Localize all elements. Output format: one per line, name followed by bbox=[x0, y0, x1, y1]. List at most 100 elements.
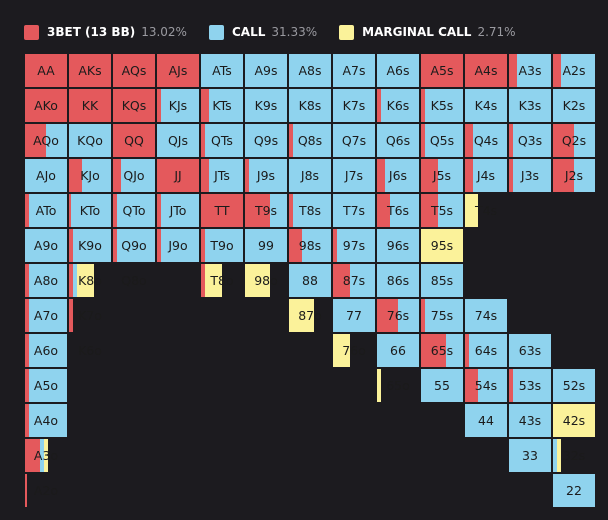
hand-cell[interactable]: 75s bbox=[420, 298, 464, 333]
hand-cell[interactable]: AKo bbox=[24, 88, 68, 123]
hand-cell[interactable]: T8s bbox=[288, 193, 332, 228]
hand-cell[interactable]: 55 bbox=[420, 368, 464, 403]
hand-cell[interactable]: AA bbox=[24, 53, 68, 88]
hand-cell[interactable]: Q5s bbox=[420, 123, 464, 158]
hand-cell[interactable]: J2s bbox=[552, 158, 596, 193]
hand-cell[interactable]: QTo bbox=[112, 193, 156, 228]
hand-cell[interactable]: A2s bbox=[552, 53, 596, 88]
hand-cell[interactable]: 96s bbox=[376, 228, 420, 263]
hand-cell[interactable]: JTo bbox=[156, 193, 200, 228]
hand-cell[interactable]: 86s bbox=[376, 263, 420, 298]
hand-cell[interactable]: Q8s bbox=[288, 123, 332, 158]
hand-cell[interactable]: KJo bbox=[68, 158, 112, 193]
hand-cell[interactable]: KTs bbox=[200, 88, 244, 123]
hand-cell[interactable]: KJs bbox=[156, 88, 200, 123]
hand-cell[interactable]: J9s bbox=[244, 158, 288, 193]
hand-cell[interactable]: T7s bbox=[332, 193, 376, 228]
hand-cell[interactable]: Q9o bbox=[112, 228, 156, 263]
hand-cell[interactable]: 32s bbox=[552, 438, 596, 473]
hand-cell[interactable]: KTo bbox=[68, 193, 112, 228]
hand-cell[interactable]: Q4s bbox=[464, 123, 508, 158]
hand-cell[interactable]: 65s bbox=[420, 333, 464, 368]
legend-item-marginal-call[interactable]: MARGINAL CALL 2.71% bbox=[339, 24, 516, 40]
hand-cell[interactable]: J6s bbox=[376, 158, 420, 193]
hand-cell[interactable]: 87s bbox=[332, 263, 376, 298]
hand-cell[interactable]: K5s bbox=[420, 88, 464, 123]
hand-cell[interactable]: 43s bbox=[508, 403, 552, 438]
hand-cell[interactable]: 22 bbox=[552, 473, 596, 508]
hand-cell[interactable]: Q7s bbox=[332, 123, 376, 158]
legend-item-3bet[interactable]: 3BET (13 BB) 13.02% bbox=[24, 24, 187, 40]
hand-cell[interactable]: K6o bbox=[68, 333, 112, 368]
hand-cell[interactable]: 42s bbox=[552, 403, 596, 438]
hand-cell[interactable]: T5s bbox=[420, 193, 464, 228]
hand-cell[interactable]: T9s bbox=[244, 193, 288, 228]
hand-cell[interactable]: QQ bbox=[112, 123, 156, 158]
hand-cell[interactable]: A4s bbox=[464, 53, 508, 88]
hand-cell[interactable]: A4o bbox=[24, 403, 68, 438]
hand-cell[interactable]: 65o bbox=[376, 368, 420, 403]
hand-cell[interactable]: 98o bbox=[244, 263, 288, 298]
hand-cell[interactable]: 52s bbox=[552, 368, 596, 403]
hand-cell[interactable]: 53s bbox=[508, 368, 552, 403]
hand-cell[interactable]: J4s bbox=[464, 158, 508, 193]
hand-cell[interactable]: J7s bbox=[332, 158, 376, 193]
hand-cell[interactable]: 77 bbox=[332, 298, 376, 333]
hand-cell[interactable]: 99 bbox=[244, 228, 288, 263]
hand-cell[interactable]: K6s bbox=[376, 88, 420, 123]
hand-cell[interactable]: A8o bbox=[24, 263, 68, 298]
hand-cell[interactable]: J3s bbox=[508, 158, 552, 193]
hand-cell[interactable]: KQo bbox=[68, 123, 112, 158]
hand-cell[interactable]: 66 bbox=[376, 333, 420, 368]
hand-cell[interactable]: AJo bbox=[24, 158, 68, 193]
hand-cell[interactable]: A7o bbox=[24, 298, 68, 333]
hand-cell[interactable]: J8s bbox=[288, 158, 332, 193]
hand-cell[interactable]: J5s bbox=[420, 158, 464, 193]
hand-cell[interactable]: T8o bbox=[200, 263, 244, 298]
hand-cell[interactable]: 76o bbox=[332, 333, 376, 368]
hand-cell[interactable]: T4s bbox=[464, 193, 508, 228]
hand-cell[interactable]: T6s bbox=[376, 193, 420, 228]
hand-cell[interactable]: Q2s bbox=[552, 123, 596, 158]
hand-cell[interactable]: 74s bbox=[464, 298, 508, 333]
hand-cell[interactable]: Q3s bbox=[508, 123, 552, 158]
hand-cell[interactable]: A9o bbox=[24, 228, 68, 263]
hand-cell[interactable]: 64s bbox=[464, 333, 508, 368]
hand-cell[interactable]: A2o bbox=[24, 473, 68, 508]
hand-cell[interactable]: 88 bbox=[288, 263, 332, 298]
hand-cell[interactable]: KK bbox=[68, 88, 112, 123]
hand-cell[interactable]: JTs bbox=[200, 158, 244, 193]
hand-cell[interactable]: A8s bbox=[288, 53, 332, 88]
hand-cell[interactable]: K2s bbox=[552, 88, 596, 123]
hand-cell[interactable]: K7s bbox=[332, 88, 376, 123]
hand-cell[interactable]: AKs bbox=[68, 53, 112, 88]
hand-cell[interactable]: QTs bbox=[200, 123, 244, 158]
hand-cell[interactable]: TT bbox=[200, 193, 244, 228]
hand-cell[interactable]: K8s bbox=[288, 88, 332, 123]
hand-cell[interactable]: Q6s bbox=[376, 123, 420, 158]
hand-cell[interactable]: ATo bbox=[24, 193, 68, 228]
hand-cell[interactable]: K7o bbox=[68, 298, 112, 333]
hand-cell[interactable]: AQo bbox=[24, 123, 68, 158]
hand-cell[interactable]: 44 bbox=[464, 403, 508, 438]
hand-cell[interactable]: 63s bbox=[508, 333, 552, 368]
hand-cell[interactable]: A6o bbox=[24, 333, 68, 368]
hand-cell[interactable]: 98s bbox=[288, 228, 332, 263]
hand-cell[interactable]: 33 bbox=[508, 438, 552, 473]
hand-cell[interactable]: AJs bbox=[156, 53, 200, 88]
hand-cell[interactable]: KQs bbox=[112, 88, 156, 123]
hand-cell[interactable]: K4s bbox=[464, 88, 508, 123]
hand-cell[interactable]: A3o bbox=[24, 438, 68, 473]
hand-cell[interactable]: ATs bbox=[200, 53, 244, 88]
hand-cell[interactable]: QJs bbox=[156, 123, 200, 158]
hand-cell[interactable]: 87o bbox=[288, 298, 332, 333]
hand-cell[interactable]: AQs bbox=[112, 53, 156, 88]
hand-cell[interactable]: JJ bbox=[156, 158, 200, 193]
hand-cell[interactable]: K8o bbox=[68, 263, 112, 298]
hand-cell[interactable]: 76s bbox=[376, 298, 420, 333]
hand-cell[interactable]: A3s bbox=[508, 53, 552, 88]
hand-cell[interactable]: 85s bbox=[420, 263, 464, 298]
hand-cell[interactable]: 97s bbox=[332, 228, 376, 263]
hand-cell[interactable]: Q8o bbox=[112, 263, 156, 298]
hand-cell[interactable]: J9o bbox=[156, 228, 200, 263]
